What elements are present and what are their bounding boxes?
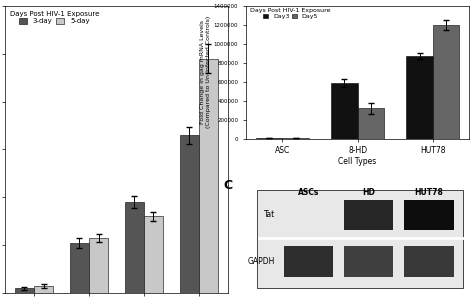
Text: ASCs: ASCs [298, 188, 319, 197]
Bar [344, 200, 393, 230]
Bar [144, 216, 163, 293]
Bar [89, 238, 108, 293]
X-axis label: Cell Types: Cell Types [338, 157, 377, 166]
Bar [199, 59, 218, 293]
Bar [357, 108, 384, 139]
Bar [70, 243, 89, 293]
Text: HUT78: HUT78 [415, 188, 444, 197]
Legend: Day3, Day5: Day3, Day5 [249, 7, 332, 21]
Text: C: C [224, 179, 233, 192]
Bar [404, 200, 454, 230]
Text: HD: HD [362, 188, 375, 197]
Text: Tat: Tat [264, 210, 275, 219]
Bar [433, 25, 459, 139]
Bar [407, 56, 433, 139]
Text: B: B [197, 0, 206, 3]
Bar [15, 288, 34, 293]
Bar [256, 138, 283, 139]
Bar [331, 83, 357, 139]
Bar [404, 246, 454, 277]
Bar [180, 135, 199, 293]
Y-axis label: Fold Change in gag mRNA Levels
(Compared to Un-infected Controls): Fold Change in gag mRNA Levels (Compared… [200, 16, 211, 129]
Text: GAPDH: GAPDH [247, 257, 275, 266]
Legend: 3-day, 5-day: 3-day, 5-day [8, 10, 100, 26]
Bar [284, 246, 333, 277]
Bar [344, 246, 393, 277]
Bar [125, 202, 144, 293]
Bar [34, 286, 53, 293]
Bar [283, 138, 309, 139]
